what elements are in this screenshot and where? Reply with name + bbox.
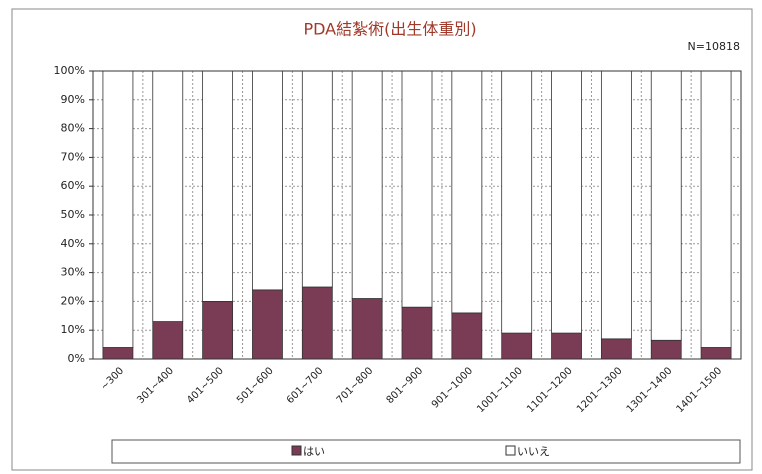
y-tick-label: 60% — [61, 179, 85, 192]
bar-segment — [351, 298, 383, 360]
bar-segment — [401, 70, 433, 308]
y-tick-label: 50% — [61, 208, 85, 221]
legend-swatch — [505, 445, 516, 456]
annotation: N=10818 — [688, 40, 740, 53]
bar-segment — [650, 70, 682, 341]
bar-segment — [152, 321, 184, 360]
bar-segment — [102, 70, 134, 348]
legend-label: いいえ — [517, 445, 550, 458]
bar-segment — [700, 347, 732, 360]
bar-segment — [700, 70, 732, 348]
bar-segment — [551, 70, 582, 334]
bar-segment — [202, 300, 234, 360]
bar-segment — [351, 70, 383, 299]
y-tick-label: 30% — [61, 266, 85, 279]
bar-segment — [451, 312, 483, 360]
y-tick-label: 100% — [54, 64, 85, 77]
chart-title: PDA結紮術(出生体重別) — [303, 20, 476, 39]
bar-segment — [501, 70, 533, 334]
bar-segment — [301, 286, 333, 360]
y-tick-label: 90% — [61, 93, 85, 106]
bar-segment — [600, 338, 632, 360]
bar-segment — [252, 289, 283, 360]
y-tick-label: 80% — [61, 122, 85, 135]
bar-segment — [152, 70, 184, 322]
bar-segment — [401, 306, 433, 360]
y-tick-label: 70% — [61, 150, 85, 163]
legend-box — [111, 439, 741, 464]
y-tick-label: 40% — [61, 237, 85, 250]
bar-segment — [202, 70, 234, 302]
bar-segment — [451, 70, 483, 314]
bar-segment — [102, 347, 134, 360]
legend-swatch — [291, 445, 302, 456]
y-tick-label: 20% — [61, 294, 85, 307]
bar-segment — [501, 332, 533, 360]
legend-label: はい — [303, 445, 325, 458]
y-tick-label: 10% — [61, 323, 85, 336]
bar-segment — [600, 70, 632, 340]
bar-segment — [301, 70, 333, 288]
bar-segment — [252, 70, 283, 291]
plot-border — [92, 70, 742, 360]
y-tick-label: 0% — [68, 352, 85, 365]
bar-segment — [650, 339, 682, 360]
bar-segment — [551, 332, 582, 360]
